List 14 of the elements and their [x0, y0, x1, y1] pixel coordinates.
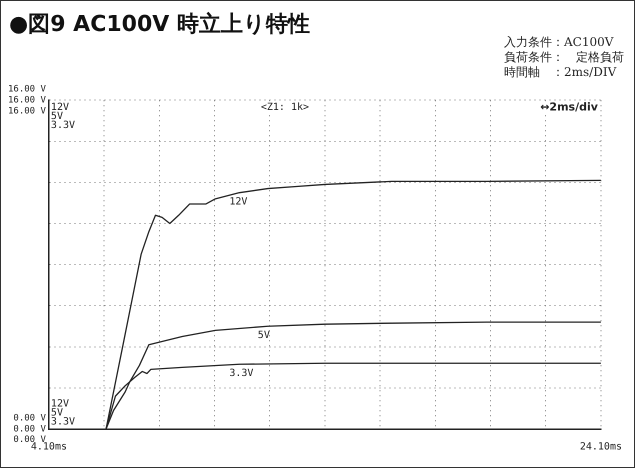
series-label: 3.3V — [229, 368, 254, 379]
x-tick-label: 24.10ms — [580, 442, 622, 453]
text: 負荷条件： 定格負荷 — [504, 50, 624, 65]
text: 12V — [50, 102, 69, 113]
text: 入力条件：AC100V — [504, 35, 614, 50]
series-label: 12V — [229, 196, 248, 208]
text: 5V — [50, 110, 63, 122]
chart-title: ●図9 AC100V 時立上り特性 — [9, 10, 310, 39]
series-label: 5V — [258, 330, 270, 341]
text: 時間軸 ：2ms/DIV — [504, 65, 618, 80]
annotation: <Z1: 1k> — [260, 102, 310, 113]
text: 3.3V — [50, 416, 76, 428]
text: 3.3V — [50, 120, 76, 131]
annotation: ↔2ms/div — [540, 100, 599, 114]
